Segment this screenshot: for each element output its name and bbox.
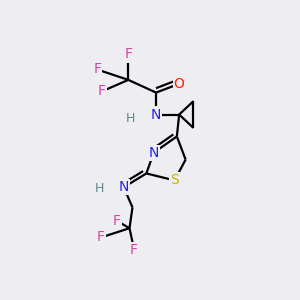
Text: H: H <box>95 182 104 195</box>
Text: S: S <box>170 173 179 188</box>
Text: O: O <box>174 77 184 91</box>
Text: F: F <box>130 243 138 257</box>
Text: N: N <box>148 146 159 160</box>
Text: N: N <box>118 180 129 194</box>
Text: N: N <box>151 107 161 122</box>
Text: F: F <box>124 47 132 61</box>
Text: F: F <box>97 230 105 244</box>
Text: F: F <box>98 84 106 98</box>
Text: H: H <box>125 112 135 124</box>
Text: F: F <box>113 214 121 228</box>
Text: F: F <box>93 62 101 76</box>
